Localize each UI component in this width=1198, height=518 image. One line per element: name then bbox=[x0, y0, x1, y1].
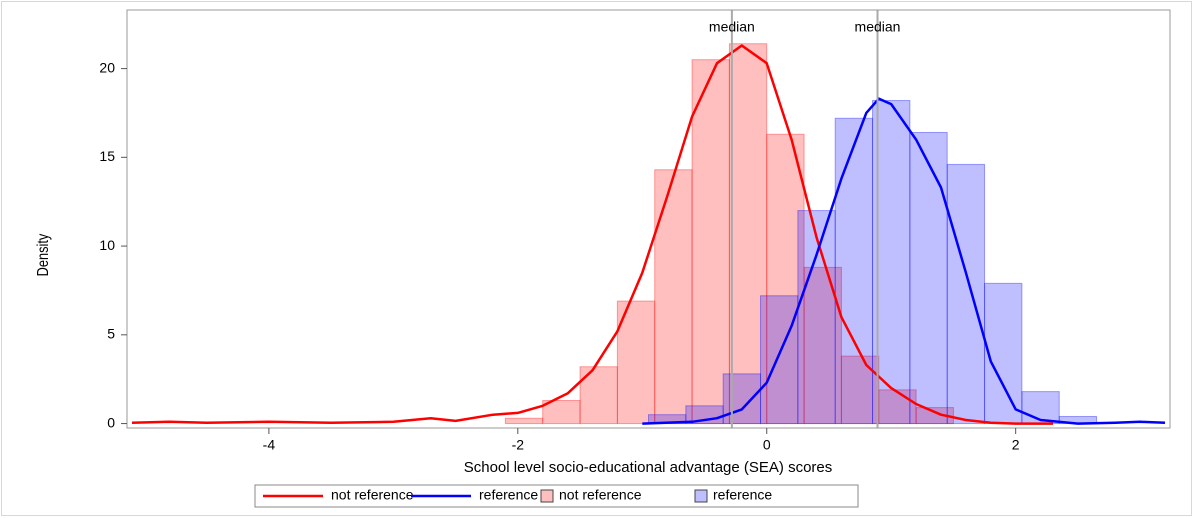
histogram-bar bbox=[542, 399, 581, 425]
y-tick-label: 20 bbox=[99, 59, 115, 75]
histogram-bar bbox=[722, 373, 762, 425]
y-axis-label: Density bbox=[35, 233, 53, 276]
legend-swatch bbox=[694, 489, 708, 503]
histogram-bar bbox=[834, 117, 874, 425]
x-tick-label: 0 bbox=[763, 437, 771, 453]
histogram-bar bbox=[797, 210, 836, 425]
histogram-bar bbox=[909, 131, 948, 425]
histogram-bar bbox=[840, 355, 880, 425]
y-tick-label: 10 bbox=[99, 237, 115, 253]
histogram-bar bbox=[1021, 391, 1060, 425]
histogram-bar bbox=[728, 43, 768, 425]
histogram-bar bbox=[654, 169, 693, 425]
x-tick-label: -2 bbox=[512, 437, 525, 453]
y-tick-label: 5 bbox=[107, 326, 115, 342]
x-tick-label: 2 bbox=[1012, 437, 1020, 453]
median-label: median bbox=[709, 19, 755, 35]
y-tick-label: 15 bbox=[99, 148, 115, 164]
legend-swatch bbox=[540, 489, 554, 503]
histogram-bar bbox=[691, 59, 730, 425]
x-axis-label: School level socio-educational advantage… bbox=[464, 459, 833, 476]
x-tick-label: -4 bbox=[263, 437, 276, 453]
histogram-bar bbox=[946, 163, 986, 425]
legend-label: not reference bbox=[559, 487, 642, 503]
legend-label: reference bbox=[479, 487, 538, 503]
histogram-bar bbox=[872, 100, 911, 425]
histogram-bar bbox=[915, 407, 954, 425]
density-curve bbox=[131, 44, 1053, 425]
legend-label: reference bbox=[713, 487, 772, 503]
plot-frame bbox=[126, 9, 1171, 429]
density-curve bbox=[642, 97, 1166, 425]
histogram-bar bbox=[766, 133, 805, 425]
histogram-bar bbox=[984, 282, 1023, 425]
legend-label: not reference bbox=[331, 487, 414, 503]
histogram-bar bbox=[760, 295, 799, 425]
y-tick-label: 0 bbox=[107, 414, 115, 430]
histogram-bar bbox=[504, 417, 544, 425]
median-label: median bbox=[855, 19, 901, 35]
histogram-bar bbox=[616, 300, 656, 425]
histogram-bar bbox=[878, 389, 917, 425]
legend-box bbox=[254, 484, 859, 508]
